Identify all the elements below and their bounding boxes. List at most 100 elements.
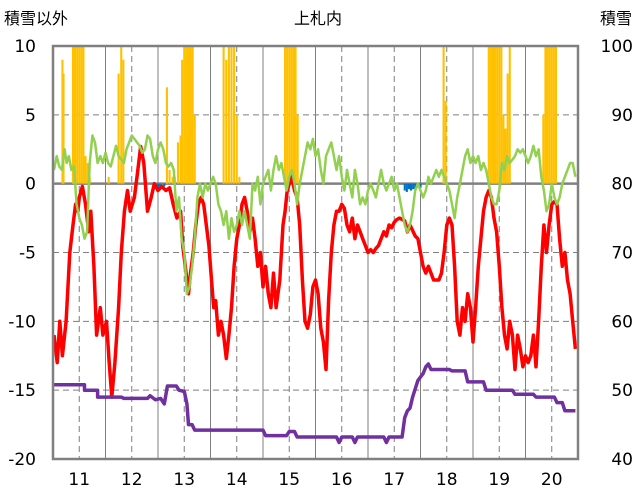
orange-bar bbox=[225, 59, 228, 184]
orange-bar bbox=[554, 46, 557, 184]
orange-bar bbox=[498, 46, 501, 184]
orange-bar bbox=[74, 46, 77, 184]
x-tick-label: 11 bbox=[68, 470, 90, 490]
left-tick-label: -20 bbox=[8, 450, 36, 470]
orange-bar bbox=[193, 114, 196, 184]
orange-bar bbox=[544, 46, 547, 184]
x-tick-label: 16 bbox=[331, 470, 353, 490]
orange-bar bbox=[181, 59, 184, 184]
orange-bar bbox=[235, 114, 238, 184]
orange-bar bbox=[491, 46, 494, 184]
x-tick-label: 17 bbox=[383, 470, 405, 490]
blue-bar bbox=[410, 183, 413, 191]
orange-bar bbox=[508, 46, 511, 184]
orange-bar bbox=[80, 46, 83, 184]
blue-bar bbox=[414, 183, 417, 190]
orange-bar bbox=[292, 46, 295, 184]
x-tick-label: 12 bbox=[121, 470, 143, 490]
x-tick-label: 15 bbox=[278, 470, 300, 490]
orange-bar bbox=[494, 46, 497, 184]
green-line bbox=[52, 134, 577, 296]
orange-bar bbox=[107, 176, 110, 184]
orange-bar bbox=[290, 46, 293, 184]
right-tick-label: 100 bbox=[601, 37, 633, 57]
plot-frame bbox=[51, 44, 580, 461]
left-tick-label: -10 bbox=[8, 312, 36, 332]
left-tick-label: 0 bbox=[25, 175, 36, 195]
orange-bar bbox=[120, 46, 123, 184]
orange-bar bbox=[550, 46, 553, 184]
orange-bar bbox=[168, 169, 171, 184]
orange-bar bbox=[238, 176, 241, 184]
x-tick-label: 18 bbox=[436, 470, 458, 490]
blue-bar bbox=[156, 183, 160, 190]
orange-bar bbox=[222, 46, 225, 184]
right-axis-title: 積雪 bbox=[600, 9, 632, 28]
orange-bar bbox=[189, 46, 192, 184]
orange-bar bbox=[504, 128, 507, 184]
right-tick-label: 70 bbox=[611, 244, 633, 264]
left-tick-label: 5 bbox=[25, 106, 36, 126]
left-tick-label: 10 bbox=[14, 37, 36, 57]
blue-bar bbox=[407, 183, 410, 190]
orange-bar bbox=[442, 46, 445, 184]
orange-bar bbox=[165, 87, 168, 184]
right-tick-label: 50 bbox=[611, 381, 633, 401]
orange-bar bbox=[183, 46, 186, 184]
x-tick-label: 20 bbox=[541, 470, 563, 490]
orange-bar bbox=[506, 73, 509, 184]
orange-bar bbox=[548, 46, 551, 184]
x-tick-label: 13 bbox=[173, 470, 195, 490]
bar-series bbox=[61, 46, 557, 192]
orange-bar bbox=[233, 46, 236, 184]
orange-bar bbox=[187, 46, 190, 184]
orange-bar bbox=[286, 46, 289, 184]
right-tick-label: 60 bbox=[611, 312, 633, 332]
orange-bar bbox=[227, 46, 230, 184]
orange-bar bbox=[117, 73, 120, 184]
orange-bar bbox=[171, 176, 174, 184]
orange-bar bbox=[542, 114, 545, 184]
blue-bar bbox=[159, 183, 162, 187]
orange-bar bbox=[552, 46, 555, 184]
orange-bar bbox=[82, 46, 85, 184]
x-tick-label: 14 bbox=[226, 470, 248, 490]
blue-bar bbox=[405, 183, 408, 192]
blue-bar bbox=[163, 183, 166, 187]
orange-bar bbox=[546, 46, 549, 184]
orange-bar bbox=[71, 46, 74, 184]
right-tick-label: 80 bbox=[611, 175, 633, 195]
orange-bar bbox=[489, 46, 492, 184]
orange-bar bbox=[230, 46, 233, 184]
orange-bar bbox=[284, 46, 287, 184]
orange-bar bbox=[122, 59, 125, 184]
orange-bar bbox=[179, 135, 182, 184]
orange-bar bbox=[487, 46, 490, 184]
purple-line bbox=[54, 362, 576, 445]
orange-bar bbox=[76, 46, 79, 184]
orange-bar bbox=[444, 101, 447, 184]
orange-bar bbox=[191, 46, 194, 184]
orange-bar bbox=[185, 46, 188, 184]
orange-bar bbox=[78, 46, 81, 184]
left-tick-label: -5 bbox=[19, 244, 36, 264]
orange-bar bbox=[500, 46, 503, 184]
left-axis-title: 積雪以外 bbox=[4, 9, 68, 28]
blue-bar bbox=[419, 183, 422, 188]
x-tick-label: 19 bbox=[488, 470, 510, 490]
red-line bbox=[52, 144, 578, 399]
blue-bar bbox=[412, 183, 415, 190]
orange-bar bbox=[62, 73, 65, 184]
orange-bar bbox=[296, 114, 299, 184]
right-tick-label: 90 bbox=[611, 106, 633, 126]
orange-bar bbox=[502, 114, 505, 184]
line-series bbox=[52, 134, 578, 445]
left-tick-label: -15 bbox=[8, 381, 36, 401]
orange-bar bbox=[84, 156, 87, 184]
orange-bar bbox=[86, 163, 89, 184]
orange-bar bbox=[288, 46, 291, 184]
orange-bar bbox=[294, 46, 297, 184]
chart-title: 上札内 bbox=[294, 9, 342, 28]
